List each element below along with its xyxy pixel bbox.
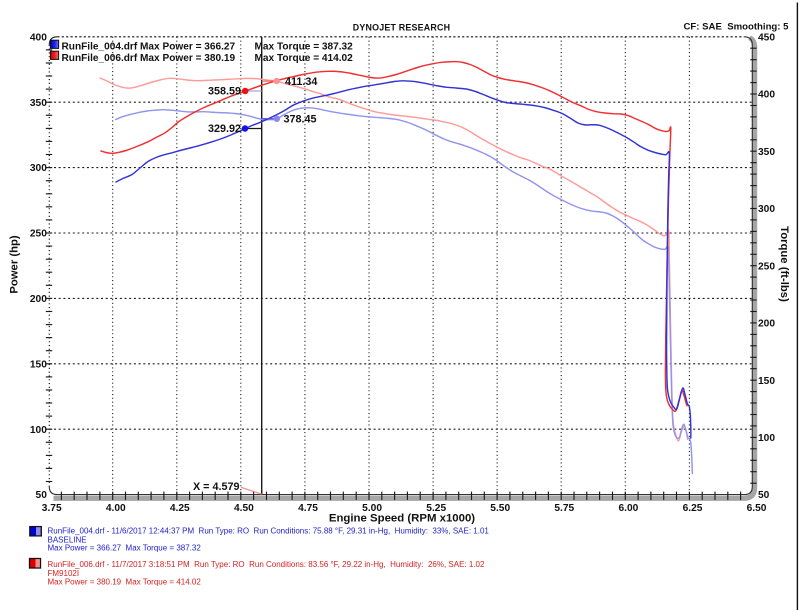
svg-text:350: 350 [758,147,775,158]
svg-text:RunFile_004.drf Max Power = 36: RunFile_004.drf Max Power = 366.27 [62,41,236,52]
svg-text:FM9102I: FM9102I [48,569,80,578]
svg-text:100: 100 [30,425,47,436]
svg-text:Max Power = 366.27 Max Torque: Max Power = 366.27 Max Torque = 387.32 [48,544,202,553]
svg-text:250: 250 [758,261,775,272]
svg-text:BASELINE: BASELINE [48,535,87,544]
svg-text:350: 350 [30,98,47,109]
svg-text:4.75: 4.75 [298,503,318,514]
svg-text:Torque (ft-lbs): Torque (ft-lbs) [778,226,790,302]
svg-text:6.50: 6.50 [747,503,767,514]
svg-text:4.50: 4.50 [234,503,254,514]
svg-text:100: 100 [758,433,775,444]
svg-text:Max Torque = 414.02: Max Torque = 414.02 [255,53,354,64]
svg-text:Power (hp): Power (hp) [8,235,20,294]
svg-text:Max Power = 380.19 Max Torque: Max Power = 380.19 Max Torque = 414.02 [48,578,202,587]
svg-text:6.00: 6.00 [618,503,638,514]
svg-text:RunFile_006.drf - 11/7/2017 3:: RunFile_006.drf - 11/7/2017 3:18:51 PM R… [48,560,485,569]
svg-text:CF: SAE Smoothing: 5: CF: SAE Smoothing: 5 [684,22,790,33]
svg-text:5.50: 5.50 [490,503,510,514]
svg-text:RunFile_006.drf Max Power = 38: RunFile_006.drf Max Power = 380.19 [62,53,236,64]
svg-text:Engine Speed (RPM x1000): Engine Speed (RPM x1000) [329,512,475,524]
svg-text:DYNOJET RESEARCH: DYNOJET RESEARCH [353,23,450,33]
svg-text:200: 200 [30,294,47,305]
svg-text:Max Torque = 387.32: Max Torque = 387.32 [255,41,354,52]
svg-text:3.75: 3.75 [42,503,62,514]
svg-text:150: 150 [30,359,47,370]
svg-text:250: 250 [30,229,47,240]
svg-text:200: 200 [758,319,775,330]
svg-text:400: 400 [30,32,47,43]
svg-text:5.75: 5.75 [554,503,574,514]
svg-text:150: 150 [758,376,775,387]
svg-text:5.00: 5.00 [362,503,382,514]
svg-text:50: 50 [36,490,48,501]
svg-text:X = 4.579: X = 4.579 [193,481,240,493]
svg-text:300: 300 [758,204,775,215]
svg-text:RunFile_004.drf - 11/6/2017 12: RunFile_004.drf - 11/6/2017 12:44:37 PM … [48,527,490,536]
svg-text:400: 400 [758,90,775,101]
svg-text:5.25: 5.25 [426,503,446,514]
svg-text:358.59: 358.59 [208,85,241,97]
svg-text:6.25: 6.25 [683,503,703,514]
svg-text:411.34: 411.34 [285,76,317,88]
svg-text:450: 450 [758,32,775,43]
svg-text:329.92: 329.92 [208,123,241,135]
svg-text:4.00: 4.00 [106,503,126,514]
svg-text:300: 300 [30,163,47,174]
svg-text:378.45: 378.45 [284,114,317,126]
svg-text:50: 50 [758,490,770,501]
svg-text:4.25: 4.25 [170,503,190,514]
